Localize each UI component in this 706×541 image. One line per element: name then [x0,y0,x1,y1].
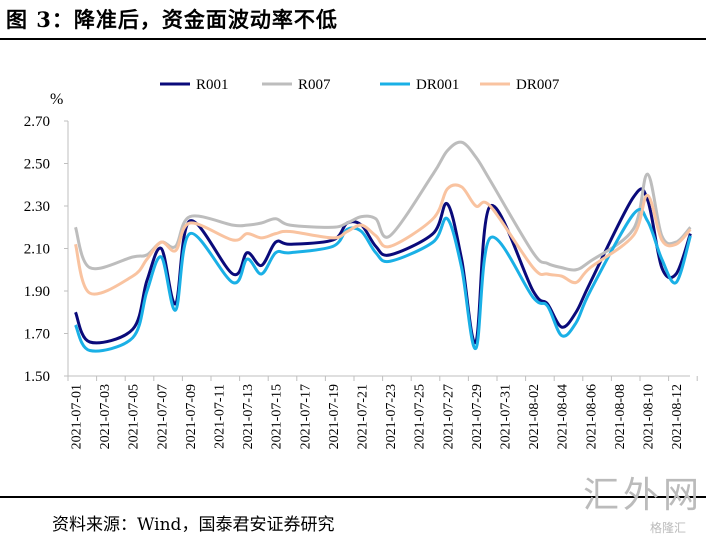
source-note: 资料来源：Wind，国泰君安证券研究 [52,515,335,535]
legend-label: R007 [298,77,331,93]
y-axis-unit: % [50,91,63,108]
series-line-dr007 [74,183,692,296]
series-line-dr001 [74,207,692,353]
x-tick-label: 2021-08-02 [527,384,542,449]
bottom-rule [0,496,706,498]
x-tick-label: 2021-08-06 [584,384,599,449]
legend-label: R001 [196,77,229,93]
y-tick-label: 1.50 [24,369,50,385]
x-tick-label: 2021-07-05 [127,384,142,449]
y-tick-label: 2.10 [24,242,50,258]
x-tick-label: 2021-07-31 [499,384,514,449]
x-tick-label: 2021-07-07 [155,384,170,449]
watermark: 汇外网 [583,475,704,516]
x-tick-label: 2021-07-17 [298,384,313,449]
y-tick-label: 2.70 [24,114,50,130]
x-tick-label: 2021-07-13 [241,384,256,449]
series-line-r001 [74,187,692,345]
x-tick-label: 2021-07-27 [441,384,456,449]
y-tick-label: 1.70 [24,327,50,343]
legend-label: DR001 [416,77,459,93]
x-tick-label: 2021-08-10 [642,384,657,449]
y-tick-label: 2.30 [24,199,50,215]
x-tick-label: 2021-07-23 [384,384,399,449]
figure-title: 图 3：降准后，资金面波动率不低 [6,7,338,32]
x-tick-label: 2021-07-19 [327,384,342,449]
x-tick-label: 2021-07-09 [184,384,199,449]
x-tick-label: 2021-08-04 [556,384,571,449]
x-tick-label: 2021-08-08 [613,384,628,449]
x-tick-label: 2021-07-29 [470,384,485,449]
top-rule [0,38,706,40]
legend-label: DR007 [516,77,560,93]
x-tick-label: 2021-07-15 [270,384,285,449]
y-tick-label: 1.90 [24,284,50,300]
x-tick-label: 2021-07-21 [356,384,371,449]
watermark-sub: 格隆汇 [650,521,687,535]
y-tick-label: 2.50 [24,157,50,173]
x-tick-label: 2021-08-12 [670,384,685,449]
x-tick-label: 2021-07-03 [98,384,113,449]
line-chart: 1.50 1.70 1.90 2.10 2.30 2.50 2.70% 2021-07-01 2… [24,77,698,449]
x-tick-label: 2021-07-01 [70,384,85,449]
x-tick-label: 2021-07-11 [213,384,228,449]
x-tick-label: 2021-07-25 [413,384,428,449]
series-line-r007 [74,140,692,272]
